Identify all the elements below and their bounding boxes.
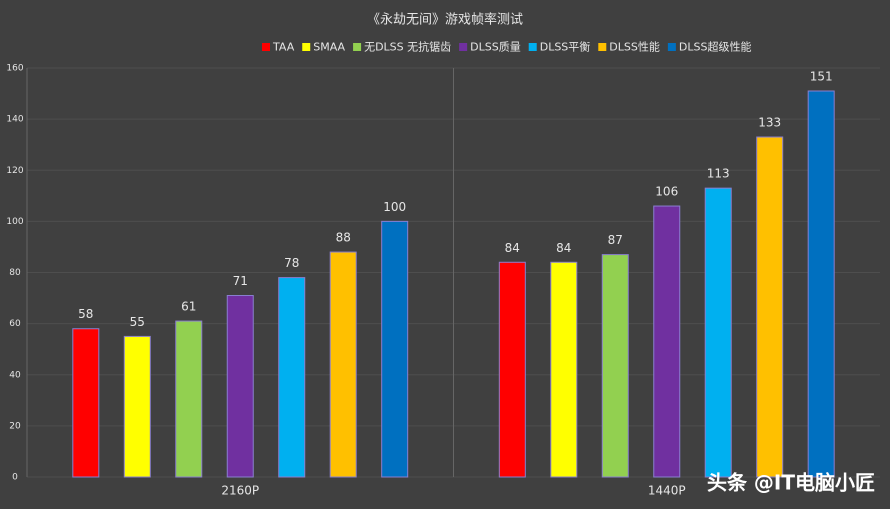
bar [653,205,681,478]
bar [807,90,835,478]
legend-swatch [528,43,537,51]
value-label: 78 [284,256,299,270]
y-tick-label: 120 [6,166,23,176]
legend-label: DLSS超级性能 [679,40,752,54]
value-label: 151 [810,70,833,84]
bar [175,320,203,478]
legend-label: DLSS质量 [470,41,521,54]
value-label: 84 [556,241,571,255]
y-tick-label: 60 [9,319,21,329]
legend-label: DLSS平衡 [540,41,591,54]
legend-label: DLSS性能 [609,40,660,54]
legend-label: TAA [272,41,295,54]
bar [226,295,254,478]
value-label: 100 [383,200,406,214]
legend-swatch [302,43,311,51]
legend-label: SMAA [313,41,345,54]
legend-swatch [262,43,270,51]
y-tick-label: 20 [9,421,21,431]
value-label: 84 [505,241,520,255]
bar [278,277,306,478]
y-tick-label: 100 [6,217,23,227]
bar [704,187,732,478]
legend-swatch [667,43,676,51]
value-label: 55 [130,315,145,329]
value-label: 106 [655,185,678,199]
x-tick-label: 1440P [648,484,686,498]
bar [123,335,151,478]
bar [329,251,357,478]
y-tick-label: 0 [12,473,18,483]
bar [550,261,578,478]
bar [756,136,784,478]
value-label: 58 [78,307,93,321]
chart-title: 《永劫无间》游戏帧率测试 [367,12,523,28]
value-label: 133 [758,116,781,130]
watermark: 头条 @IT电脑小匠 [707,471,875,495]
y-tick-label: 140 [6,115,23,125]
legend-label: 无DLSS 无抗锯齿 [364,40,451,54]
y-tick-label: 80 [9,268,21,278]
value-label: 61 [181,300,196,314]
bar [601,254,629,478]
legend: TAA SMAA 无DLSS 无抗锯齿 DLSS质量 DLSS平衡 DLSS性能 DLSS超… [262,40,751,54]
legend-swatch [353,43,362,51]
bar [72,328,100,478]
value-label: 87 [608,233,623,247]
bar [498,261,526,478]
y-tick-label: 160 [6,64,23,74]
value-label: 113 [707,167,730,181]
value-label: 71 [233,274,248,288]
x-tick-label: 2160P [221,484,259,498]
y-tick-label: 40 [9,370,21,380]
legend-swatch [459,43,468,51]
value-label: 88 [336,231,351,245]
bar [381,220,409,478]
legend-swatch [598,43,607,51]
